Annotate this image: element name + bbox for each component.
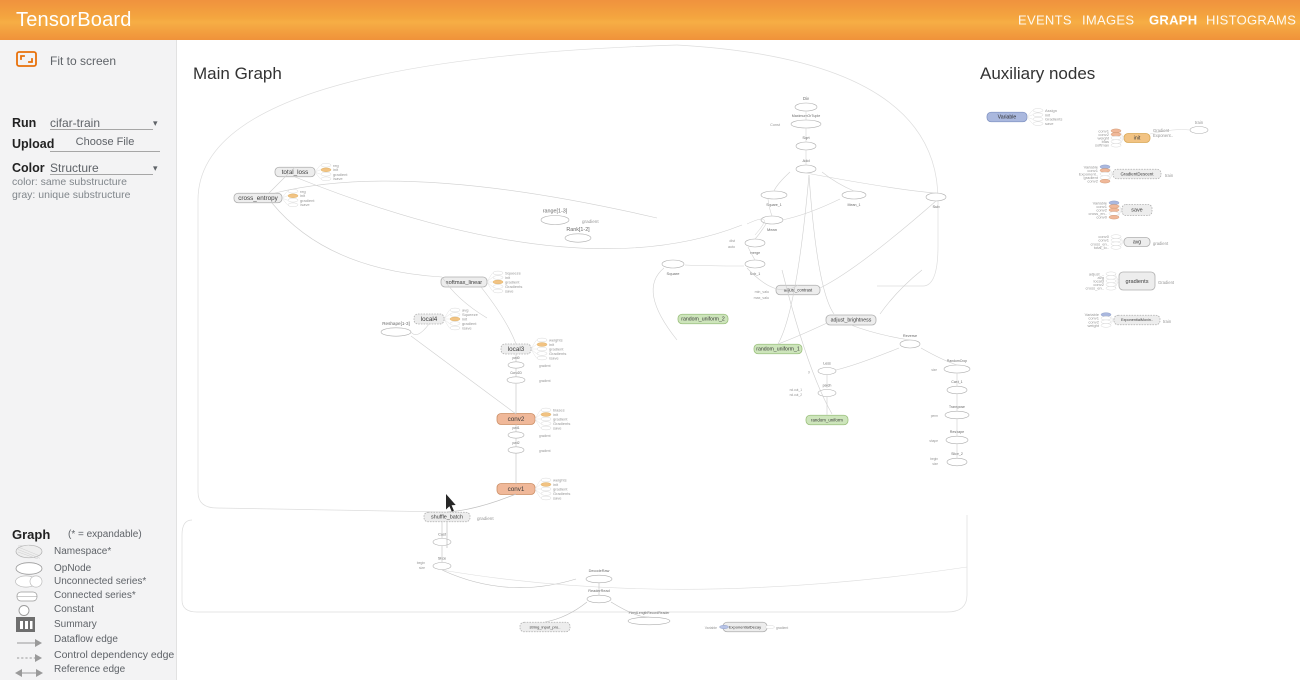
svg-text:Sub: Sub [932,204,940,209]
svg-text:local3: local3 [508,346,525,353]
svg-text:Rank[1-2]: Rank[1-2] [566,227,590,233]
svg-text:avg: avg [1133,240,1141,246]
svg-text:conv1: conv1 [508,486,525,493]
svg-text:Variable: Variable [705,626,717,630]
svg-text:Less: Less [823,362,831,366]
svg-text:Div: Div [803,96,810,101]
svg-text:train: train [1165,173,1174,178]
svg-text:perm: perm [931,414,939,418]
svg-text:nd.out_1: nd.out_1 [790,388,803,392]
svg-text:/save: /save [333,176,343,181]
svg-text:size: size [932,462,938,466]
svg-text:save: save [553,426,562,431]
svg-text:gradients: gradients [1125,279,1148,285]
svg-text:Reshape[1-3]: Reshape[1-3] [382,321,410,326]
svg-text:shuffle_batch: shuffle_batch [431,515,463,521]
svg-text:gradient: gradient [776,626,788,630]
svg-text:save: save [1131,208,1142,214]
svg-text:local4: local4 [421,316,438,323]
svg-text:init: init [1134,136,1141,142]
svg-text:cross_entropy: cross_entropy [238,195,278,202]
svg-text:gradient: gradient [539,379,551,383]
svg-text:gradient: gradient [539,364,551,368]
svg-text:Mean: Mean [767,227,777,232]
svg-text:ExponentialMovin..: ExponentialMovin.. [1121,318,1153,322]
svg-text:min_valu: min_valu [755,290,769,294]
svg-text:size: size [419,566,425,570]
svg-text:gradient: gradient [582,219,599,224]
svg-text:softmax_linear: softmax_linear [446,280,483,286]
svg-text:Variable: Variable [998,115,1017,121]
svg-text:nd.out_2: nd.out_2 [790,393,803,397]
svg-text:random_uniform_2: random_uniform_2 [681,317,725,323]
svg-text:begin: begin [417,561,425,565]
svg-text:Conv2D: Conv2D [510,371,522,375]
svg-text:Const: Const [770,123,781,127]
svg-text:/save: /save [462,326,472,331]
svg-text:adjust_contrast: adjust_contrast [784,287,813,292]
svg-text:conv2: conv2 [508,416,525,423]
svg-text:/save: /save [549,356,559,361]
svg-text:gradient: gradient [1153,241,1169,246]
svg-text:string_input_pro..: string_input_pro.. [530,624,561,629]
svg-text:GradientDescent: GradientDescent [1121,171,1155,176]
svg-text:/save: /save [300,202,310,207]
svg-text:weight: weight [1087,323,1099,328]
svg-text:Mean_1: Mean_1 [848,203,861,207]
svg-text:FixedLengthRecordReader: FixedLengthRecordReader [629,611,671,615]
svg-text:Exponent..: Exponent.. [1153,133,1173,138]
svg-text:merge: merge [750,251,760,255]
svg-text:DecodeRaw: DecodeRaw [589,569,610,573]
svg-text:Cast: Cast [438,533,447,537]
svg-text:save: save [553,496,562,501]
svg-text:Sqrt: Sqrt [802,135,810,140]
svg-text:auto: auto [728,245,735,249]
svg-text:conv2: conv2 [1087,179,1098,184]
svg-text:conv0: conv0 [1096,215,1107,220]
svg-text:begin: begin [930,457,938,461]
svg-text:shape: shape [929,439,938,443]
svg-text:y: y [808,370,810,374]
svg-text:gradient: gradient [477,516,494,521]
svg-text:Square: Square [667,271,681,276]
svg-text:random_uniform: random_uniform [811,417,843,422]
svg-text:dist: dist [729,239,735,243]
svg-text:size: size [931,368,937,372]
svg-text:train: train [1163,319,1172,324]
svg-text:save: save [505,289,514,294]
svg-text:Gradient: Gradient [1158,280,1175,285]
svg-text:total_lo..: total_lo.. [1094,245,1109,250]
svg-text:gradient: gradient [539,434,551,438]
svg-text:adjust_brightness: adjust_brightness [831,318,872,324]
svg-text:Reverse: Reverse [903,334,917,338]
svg-text:range[1-3]: range[1-3] [543,209,568,215]
svg-text:max_valu: max_valu [754,296,769,300]
svg-text:cross_en..: cross_en.. [1086,286,1104,291]
svg-text:ExponentialDecay: ExponentialDecay [729,624,761,629]
svg-text:softmax: softmax [1095,143,1109,148]
svg-text:save: save [1045,121,1054,126]
svg-text:train: train [1195,120,1204,125]
svg-text:total_loss: total_loss [282,169,309,176]
svg-text:gradient: gradient [539,449,551,453]
svg-text:random_uniform_1: random_uniform_1 [756,347,800,353]
